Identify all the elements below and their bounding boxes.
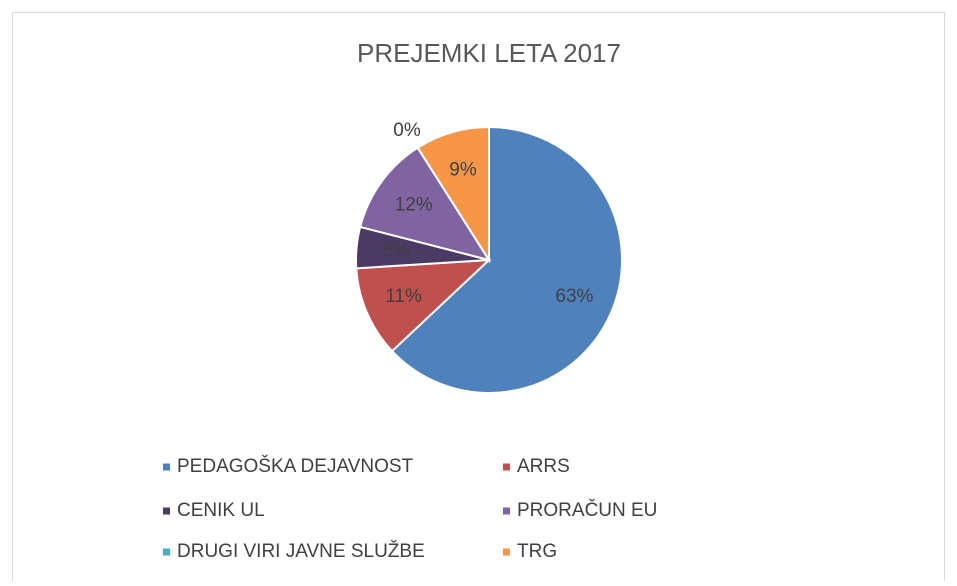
legend-label: DRUGI VIRI JAVNE SLUŽBE <box>177 540 425 562</box>
data-label: 0% <box>393 120 421 141</box>
data-label: 12% <box>395 194 433 215</box>
pie-slice <box>416 125 490 264</box>
legend-label: CENIK UL <box>177 500 265 521</box>
legend-label: PEDAGOŠKA DEJAVNOST <box>177 455 414 477</box>
legend-label: TRG <box>517 541 557 562</box>
legend-marker <box>163 507 170 515</box>
legend-marker <box>503 548 510 556</box>
legend-label: PRORAČUN EU <box>517 499 657 521</box>
chart-title: PREJEMKI LETA 2017 <box>357 38 621 68</box>
data-label: 11% <box>385 286 422 307</box>
data-label: 63% <box>555 286 593 307</box>
data-label: 5% <box>383 240 411 261</box>
data-label: 9% <box>449 160 477 181</box>
pie-slice <box>390 125 623 394</box>
legend-marker <box>503 507 510 515</box>
legend-marker <box>163 548 170 556</box>
pie-slice <box>358 146 492 262</box>
legend-marker <box>163 463 170 471</box>
legend-label: ARRS <box>517 456 570 477</box>
legend-marker <box>503 463 510 471</box>
pie-slice <box>355 258 492 353</box>
